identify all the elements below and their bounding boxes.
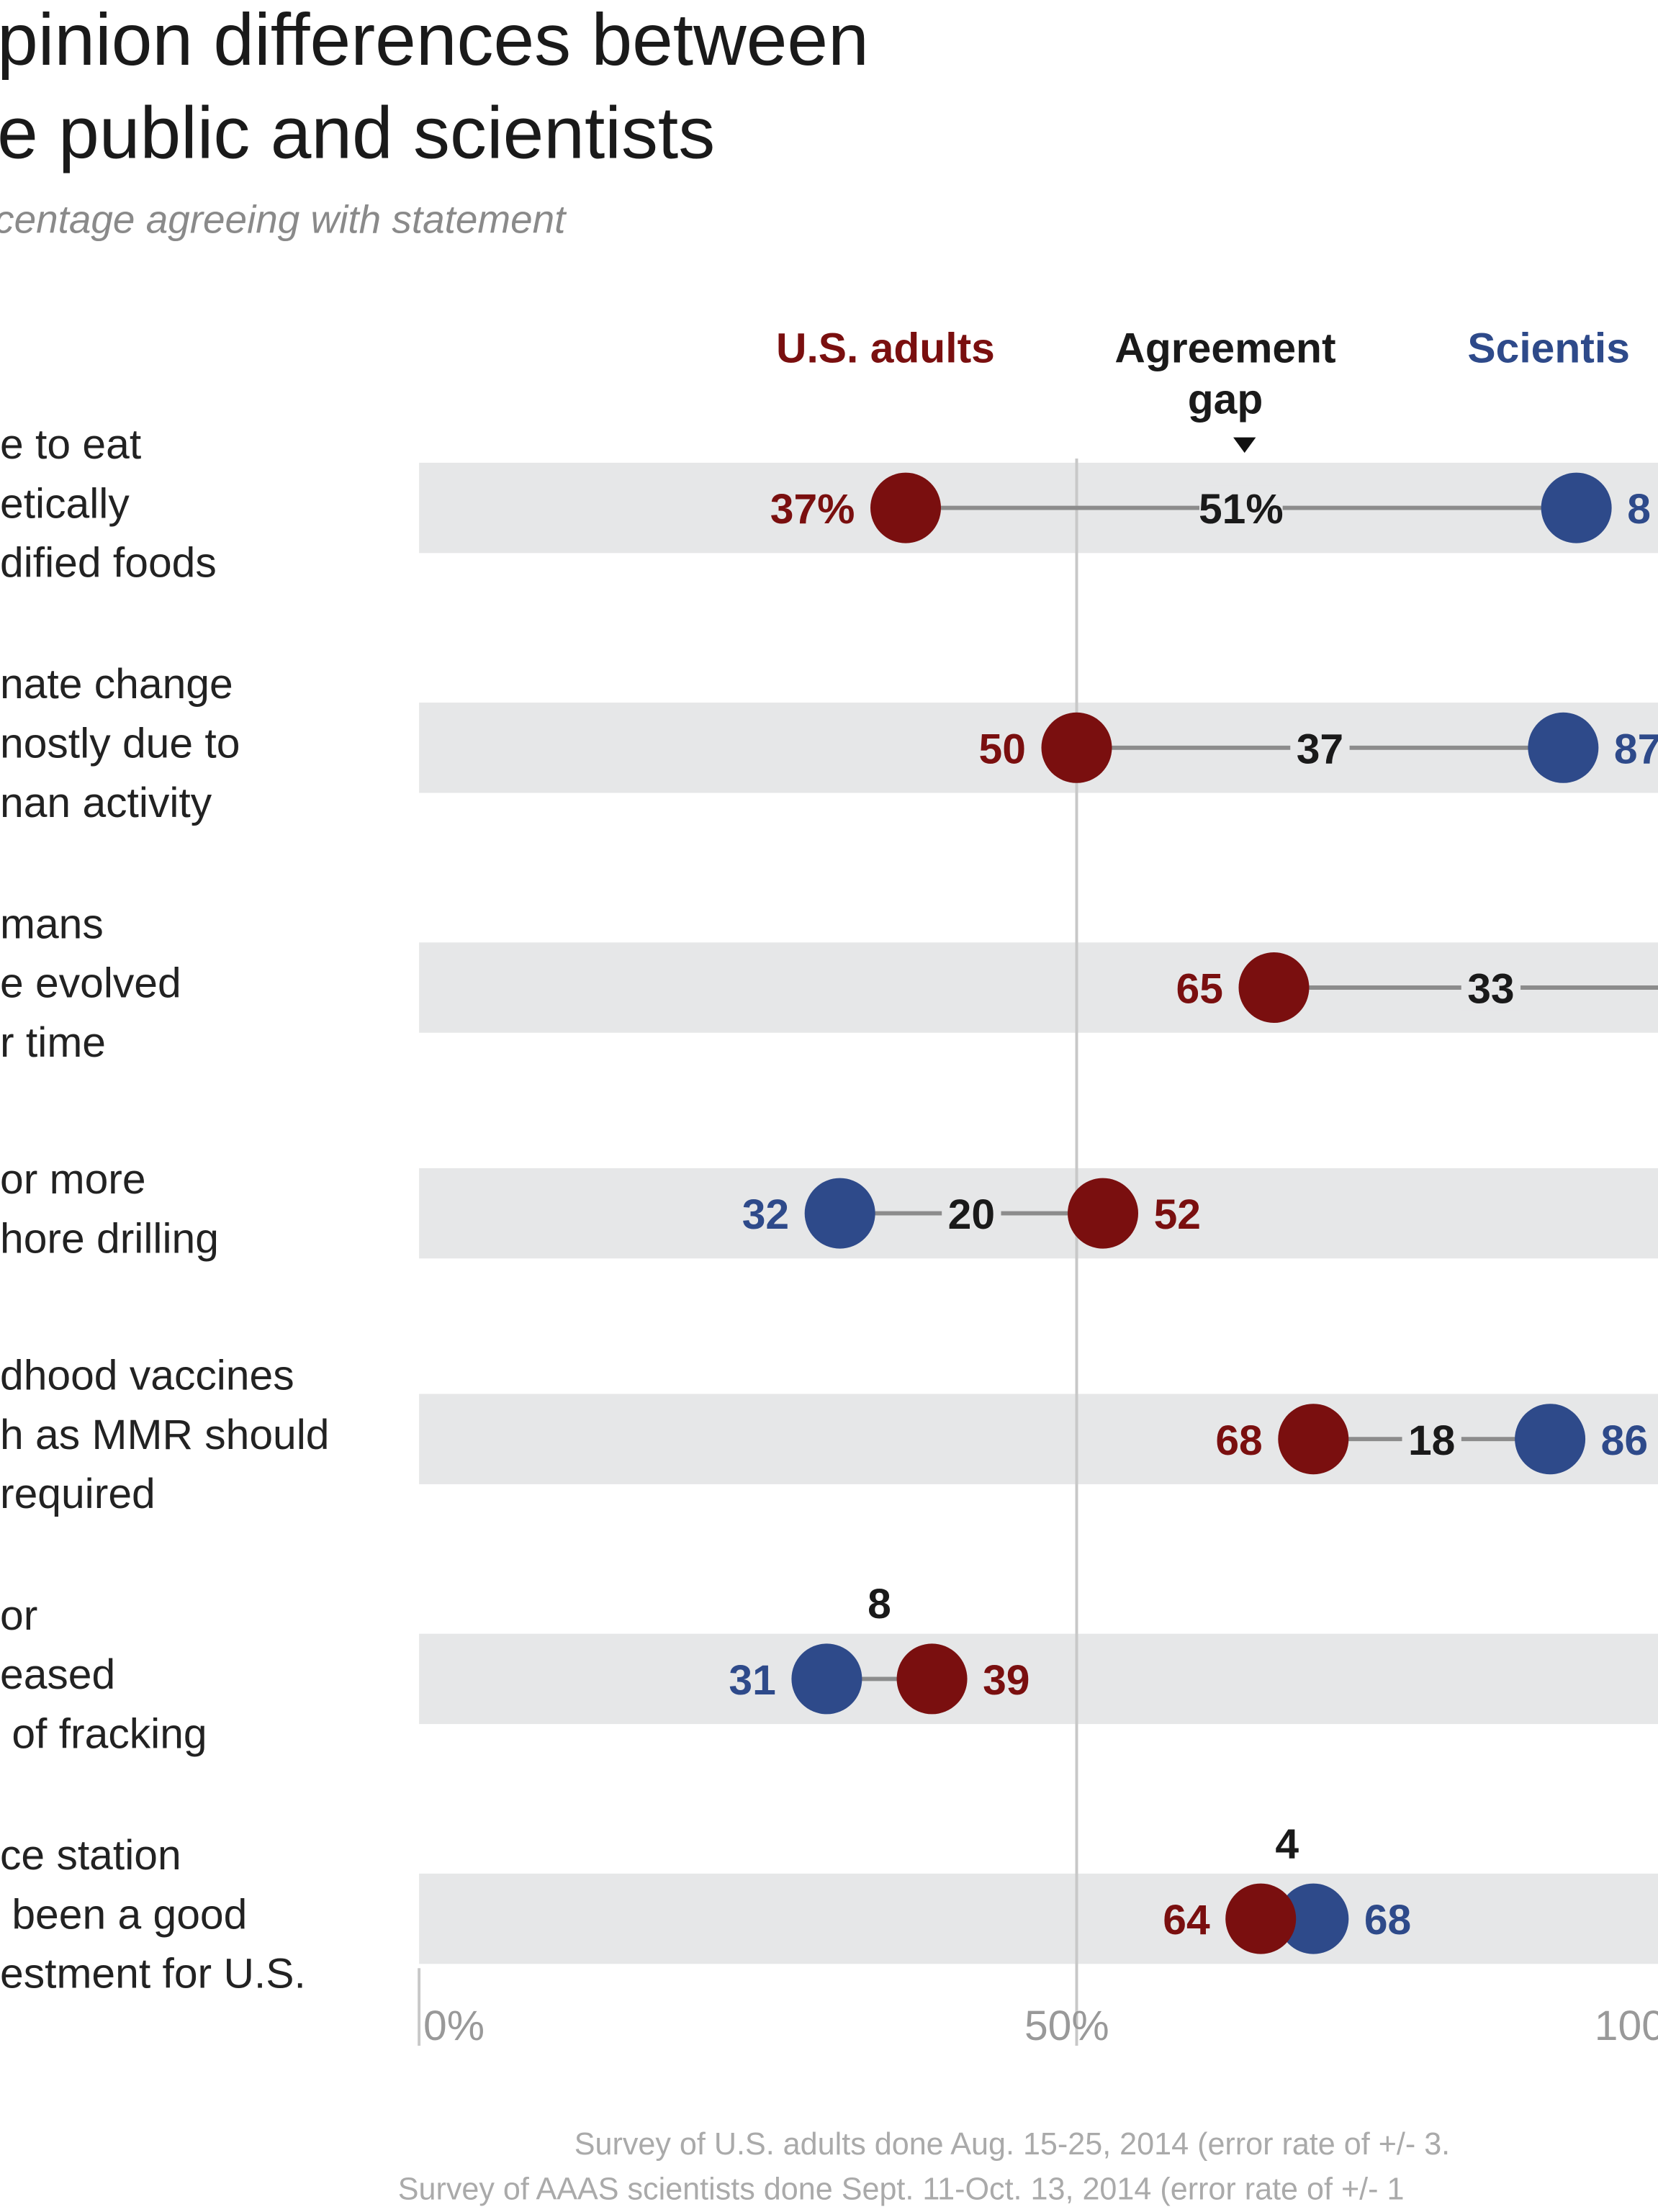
legend-gap-line-2: gap <box>1187 376 1263 423</box>
adults-dot <box>1041 712 1112 783</box>
legend-us-adults: U.S. adults <box>776 325 995 373</box>
row-label-line: h as MMR should <box>0 1412 330 1459</box>
row-label-line: r time <box>0 1020 106 1067</box>
gap-label: 18 <box>1408 1417 1455 1464</box>
adults-value-label: 37% <box>770 486 855 533</box>
adults-value-label: 50 <box>979 726 1026 772</box>
adults-dot <box>896 1643 968 1715</box>
row-label: mans e evolved r time <box>0 896 181 1074</box>
row-label-line: e to eat <box>0 422 142 469</box>
gap-label-bg <box>1461 965 1521 1011</box>
scientists-value-label: 86 <box>1601 1417 1648 1464</box>
chart-title-line-1: pinion differences between <box>0 0 869 82</box>
row-label-line: required <box>0 1471 156 1518</box>
footnote-scientists: Survey of AAAS scientists done Sept. 11-… <box>397 2171 1405 2207</box>
row-label-line: eased <box>0 1652 116 1699</box>
row-label-line: nate change <box>0 662 233 708</box>
adults-value-label: 64 <box>1163 1897 1210 1944</box>
gap-label: 51% <box>1199 486 1284 533</box>
adults-dot <box>1068 1178 1139 1249</box>
row-label-line: dhood vaccines <box>0 1353 294 1400</box>
row-label-line: etically <box>0 481 130 528</box>
scientists-dot <box>1528 712 1599 783</box>
row-label: ce station been a good estment for U.S. <box>0 1827 306 2005</box>
legend-scientists: Scientis <box>1467 325 1630 373</box>
row-label-line: estment for U.S. <box>0 1951 306 1998</box>
row-label: dhood vaccines h as MMR should required <box>0 1347 330 1525</box>
row-label-line: e evolved <box>0 960 181 1008</box>
scientists-value-label: 32 <box>742 1191 789 1238</box>
gap-label: 33 <box>1467 966 1514 1013</box>
row-label-line: nan activity <box>0 780 212 827</box>
row-band <box>419 1633 1658 1725</box>
adults-value-label: 65 <box>1176 966 1223 1013</box>
adults-value-label: 39 <box>983 1657 1030 1704</box>
chart-subtitle: centage agreeing with statement <box>0 197 566 242</box>
gap-label-bg <box>1199 485 1283 531</box>
scientists-dot <box>1515 1404 1586 1475</box>
row-label-line: mans <box>0 901 104 949</box>
scientists-value-label: 31 <box>729 1657 775 1704</box>
gap-label: 8 <box>868 1581 891 1628</box>
gap-label: 4 <box>1275 1820 1299 1867</box>
row-label-line: ce station <box>0 1833 181 1879</box>
row-label: or eased of fracking <box>0 1587 207 1765</box>
scientists-dot <box>804 1178 875 1249</box>
adults-dot <box>870 472 942 543</box>
gap-label: 37 <box>1297 726 1343 772</box>
row-label: e to eat etically dified foods <box>0 416 217 594</box>
footnote-adults: Survey of U.S. adults done Aug. 15-25, 2… <box>574 2126 1451 2162</box>
row-label-line: dified foods <box>0 540 217 587</box>
row-label-line: or <box>0 1592 38 1640</box>
x-tick-50: 50% <box>1024 2003 1109 2050</box>
row-label-line: nostly due to <box>0 721 240 768</box>
adults-dot <box>1225 1883 1297 1954</box>
legend-agreement-gap: Agreement gap <box>1114 325 1335 426</box>
row-label-line: or more <box>0 1157 146 1204</box>
gap-label-bg <box>1290 725 1350 771</box>
x-tick-100: 100 <box>1594 2003 1658 2050</box>
x-tick-0: 0% <box>423 2003 485 2050</box>
adults-value-label: 52 <box>1154 1191 1201 1238</box>
gap-label-bg <box>1402 1416 1461 1462</box>
gap-label-bg <box>942 1191 1001 1236</box>
scientists-value-label: 87 <box>1614 726 1658 772</box>
adults-dot <box>1278 1404 1349 1475</box>
chart-title-line-2: e public and scientists <box>0 93 716 176</box>
scientists-dot <box>1278 1883 1349 1954</box>
scientists-value-label: 68 <box>1364 1897 1411 1944</box>
scientists-dot <box>1541 472 1612 543</box>
adults-dot <box>1238 952 1310 1023</box>
row-label-line: hore drilling <box>0 1216 219 1263</box>
row-label: or more hore drilling <box>0 1151 219 1270</box>
row-label-line: of fracking <box>0 1711 207 1759</box>
gap-arrow-icon <box>1233 437 1256 453</box>
legend-gap-line-1: Agreement <box>1114 325 1336 373</box>
row-label: nate change nostly due to nan activity <box>0 656 240 834</box>
row-label-line: been a good <box>0 1892 248 1939</box>
scientists-dot <box>791 1643 862 1715</box>
scientists-value-label: 8 <box>1627 486 1651 533</box>
gap-label: 20 <box>948 1191 995 1238</box>
row-band <box>419 1873 1658 1964</box>
adults-value-label: 68 <box>1215 1417 1262 1464</box>
